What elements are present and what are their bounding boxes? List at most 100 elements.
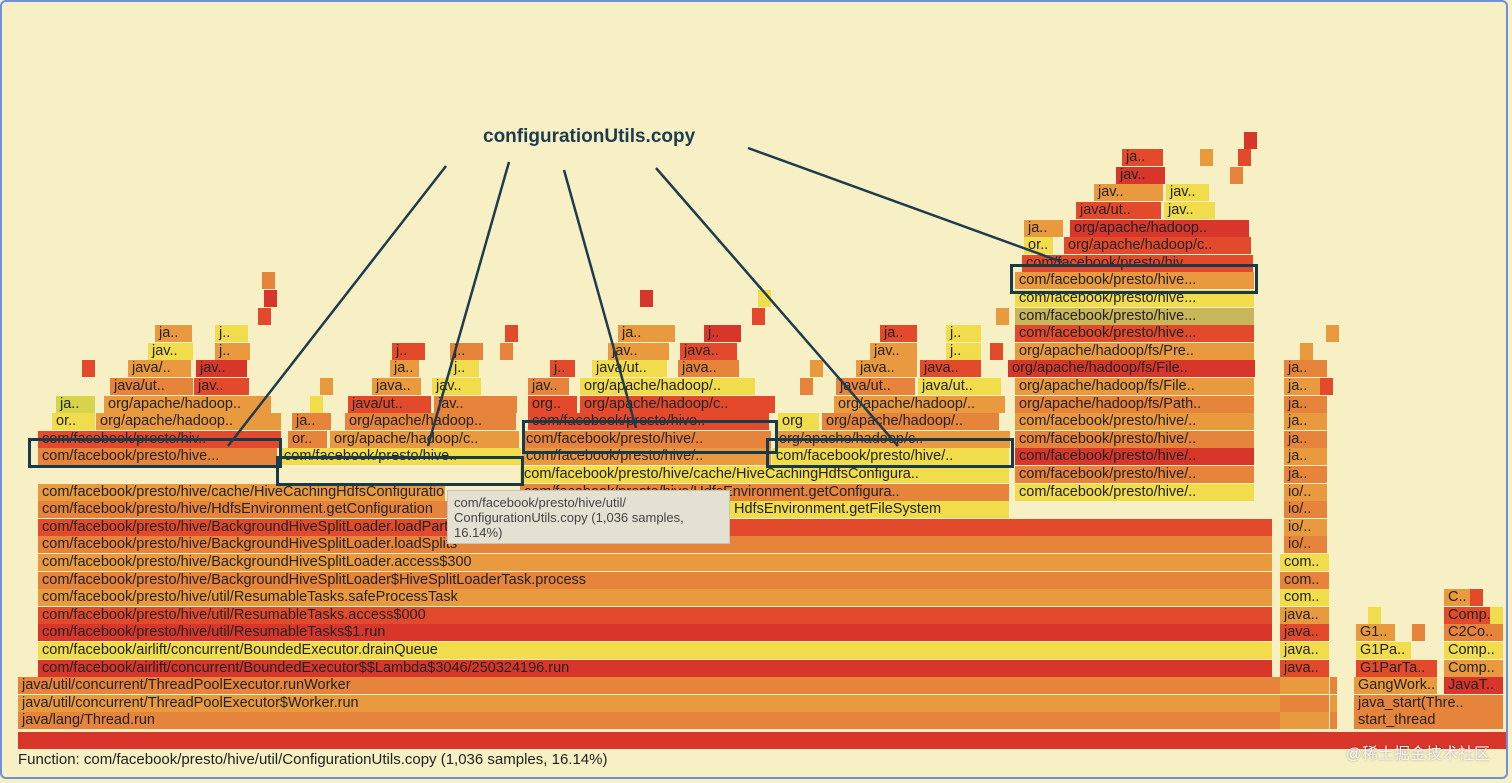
- frame-g1parta[interactable]: G1ParTa..: [1356, 659, 1438, 677]
- flame-frame-small-3[interactable]: [262, 272, 276, 290]
- frame-right-com-8[interactable]: com..: [1280, 589, 1330, 607]
- frame-ja-23c[interactable]: ja..: [880, 325, 918, 343]
- frame-javat[interactable]: JavaT..: [1444, 677, 1504, 695]
- frame-hive-24a[interactable]: com/facebook/presto/hive...: [1015, 307, 1255, 325]
- flame-frame-small-6[interactable]: [500, 342, 514, 360]
- frame-jav-31b[interactable]: jav..: [1166, 184, 1210, 202]
- frame-java-21d[interactable]: java..: [920, 360, 982, 378]
- frame-g1pa[interactable]: G1Pa..: [1356, 642, 1412, 659]
- frame-java-20a[interactable]: java..: [372, 378, 422, 395]
- frame-comp-4[interactable]: Comp..: [1444, 659, 1504, 677]
- flame-frame-small-22[interactable]: [1368, 606, 1382, 624]
- frame-hive-25a[interactable]: com/facebook/presto/hive...: [1015, 290, 1255, 307]
- flame-frame-small-15[interactable]: [1238, 149, 1252, 167]
- flame-frame-small-16[interactable]: [1230, 166, 1244, 184]
- frame-j-21b[interactable]: j..: [550, 360, 576, 378]
- flame-frame-small-19[interactable]: [1300, 342, 1314, 360]
- frame-split-loader-process[interactable]: com/facebook/presto/hive/BackgroundHiveS…: [38, 571, 1273, 589]
- frame-safe-process[interactable]: com/facebook/presto/hive/util/ResumableT…: [38, 589, 1273, 607]
- frame-right-ja-17[interactable]: ja..: [1284, 430, 1328, 448]
- frame-hive-16e[interactable]: com/facebook/presto/hive/..: [1015, 448, 1255, 466]
- flame-frame-small-9[interactable]: [752, 307, 766, 325]
- flame-frame-small-11[interactable]: [800, 378, 814, 395]
- flame-frame-small-14[interactable]: [996, 307, 1010, 325]
- frame-hadoop-18a[interactable]: org/apache/hadoop..: [96, 413, 282, 431]
- frame-org-28a[interactable]: or..: [1024, 237, 1054, 255]
- frame-java-21c[interactable]: java..: [856, 360, 918, 378]
- frame-hive-23a[interactable]: com/facebook/presto/hive...: [1015, 325, 1255, 343]
- frame-j-21a[interactable]: j..: [450, 360, 480, 378]
- frame-gangwork[interactable]: GangWork..: [1354, 677, 1438, 695]
- flame-frame-small-13[interactable]: [990, 342, 1004, 360]
- frame-right-com-10[interactable]: com..: [1280, 554, 1330, 571]
- frame-ja-33a[interactable]: ja..: [1122, 149, 1164, 167]
- frame-right-com-9[interactable]: com..: [1280, 571, 1330, 589]
- flame-frame-small-25[interactable]: [1490, 606, 1504, 624]
- flame-frame-small-5[interactable]: [320, 378, 334, 395]
- frame-hadoop-19b[interactable]: org/apache/hadoop/c..: [580, 395, 776, 413]
- frame-hive-18b[interactable]: com/facebook/presto/hive/..: [1015, 413, 1255, 431]
- frame-g1[interactable]: G1..: [1356, 624, 1396, 642]
- frame-hadoop-17a[interactable]: org/apache/hadoop/c..: [330, 430, 520, 448]
- flame-frame-small-12[interactable]: [810, 360, 824, 378]
- frame-hadoop-29a[interactable]: org/apache/hadoop..: [1070, 219, 1250, 237]
- frame-fs-file-b[interactable]: org/apache/hadoop/fs/File..: [1008, 360, 1256, 378]
- frame-ja-23a[interactable]: ja..: [155, 325, 193, 343]
- frame-fs-file-a[interactable]: org/apache/hadoop/fs/File..: [1015, 378, 1255, 395]
- flame-frame-small-24[interactable]: [1470, 589, 1484, 607]
- frame-java-21a[interactable]: java/..: [128, 360, 192, 378]
- frame-hadoop-19c[interactable]: org/apache/hadoop/..: [834, 395, 1006, 413]
- flame-frame-small-23[interactable]: [1412, 624, 1426, 642]
- frame-right-io-12[interactable]: io/..: [1284, 518, 1328, 536]
- frame-hadoop-19a[interactable]: org/apache/hadoop..: [104, 395, 272, 413]
- frame-bounded-lambda[interactable]: com/facebook/airlift/concurrent/BoundedE…: [38, 659, 1273, 677]
- frame-fs-pre[interactable]: org/apache/hadoop/fs/Pre..: [1015, 342, 1255, 360]
- frame-right-java-6[interactable]: java..: [1280, 624, 1330, 642]
- frame-j-23a[interactable]: j..: [215, 325, 249, 343]
- frame-javaut-19a[interactable]: java/ut..: [348, 395, 432, 413]
- flame-frame-root[interactable]: [18, 731, 1508, 749]
- frame-resumable-access[interactable]: com/facebook/presto/hive/util/ResumableT…: [38, 606, 1273, 624]
- frame-java-start[interactable]: java_start(Thre..: [1354, 694, 1504, 712]
- frame-right-ja-18[interactable]: ja..: [1284, 413, 1328, 431]
- frame-start-thread[interactable]: start_thread: [1354, 712, 1504, 730]
- frame-thread-run[interactable]: java/lang/Thread.run: [18, 712, 1338, 730]
- frame-javaut-20a[interactable]: java/ut..: [110, 378, 194, 395]
- frame-javaut-20b[interactable]: java/ut..: [836, 378, 916, 395]
- frame-jav-30a[interactable]: jav..: [1164, 202, 1216, 219]
- frame-hive-17a[interactable]: com/facebook/presto/hiv..: [38, 430, 282, 448]
- frame-jav-20b[interactable]: jav..: [432, 378, 482, 395]
- frame-right-io-11[interactable]: io/..: [1284, 536, 1328, 554]
- frame-hadoop-18b[interactable]: org/apache/hadoop..: [345, 413, 517, 431]
- frame-right-base-2[interactable]: [1280, 694, 1330, 712]
- frame-caching-configura[interactable]: com/facebook/presto/hive/cache/HiveCachi…: [520, 466, 1010, 483]
- frame-hive-16c[interactable]: com/facebook/presto/hive/..: [522, 448, 772, 466]
- frame-right-ja-21[interactable]: ja..: [1284, 360, 1328, 378]
- frame-javaut-21a[interactable]: java/ut..: [592, 360, 668, 378]
- frame-ja-18a[interactable]: ja..: [292, 413, 332, 431]
- frame-comp-5[interactable]: Comp..: [1444, 642, 1504, 659]
- frame-hive-right-15[interactable]: com/facebook/presto/hive/..: [1015, 466, 1255, 483]
- frame-jav-20a[interactable]: jav..: [194, 378, 250, 395]
- frame-jav-22b[interactable]: jav..: [608, 342, 670, 360]
- frame-right-base-3[interactable]: [1280, 677, 1330, 695]
- frame-org-18a[interactable]: or..: [52, 413, 96, 431]
- frame-caching-config[interactable]: com/facebook/presto/hive/cache/HiveCachi…: [38, 483, 446, 501]
- frame-ja-19a[interactable]: ja..: [56, 395, 96, 413]
- frame-load-splits[interactable]: com/facebook/presto/hive/BackgroundHiveS…: [38, 536, 1273, 554]
- frame-right-base-1[interactable]: [1280, 712, 1330, 730]
- flame-frame-small-21[interactable]: [1326, 325, 1340, 343]
- frame-jav-32a[interactable]: jav..: [1116, 166, 1166, 184]
- frame-worker-run[interactable]: java/util/concurrent/ThreadPoolExecutor$…: [18, 694, 1338, 712]
- frame-j-23e[interactable]: j..: [946, 325, 982, 343]
- frame-right-java-4[interactable]: java..: [1280, 659, 1330, 677]
- flame-frame-small-20[interactable]: [1320, 378, 1334, 395]
- frame-right-io-13[interactable]: io/..: [1284, 501, 1328, 519]
- frame-right-ja-19[interactable]: ja..: [1284, 395, 1328, 413]
- frame-hadoop-17b[interactable]: org/apache/hadoop/c..: [775, 430, 1011, 448]
- frame-jav-21a[interactable]: jav..: [196, 360, 248, 378]
- frame-ja-23b[interactable]: ja..: [618, 325, 676, 343]
- frame-java-21b[interactable]: java..: [678, 360, 740, 378]
- frame-drain-queue[interactable]: com/facebook/airlift/concurrent/BoundedE…: [38, 642, 1273, 659]
- frame-right-ja-16[interactable]: ja..: [1284, 448, 1328, 466]
